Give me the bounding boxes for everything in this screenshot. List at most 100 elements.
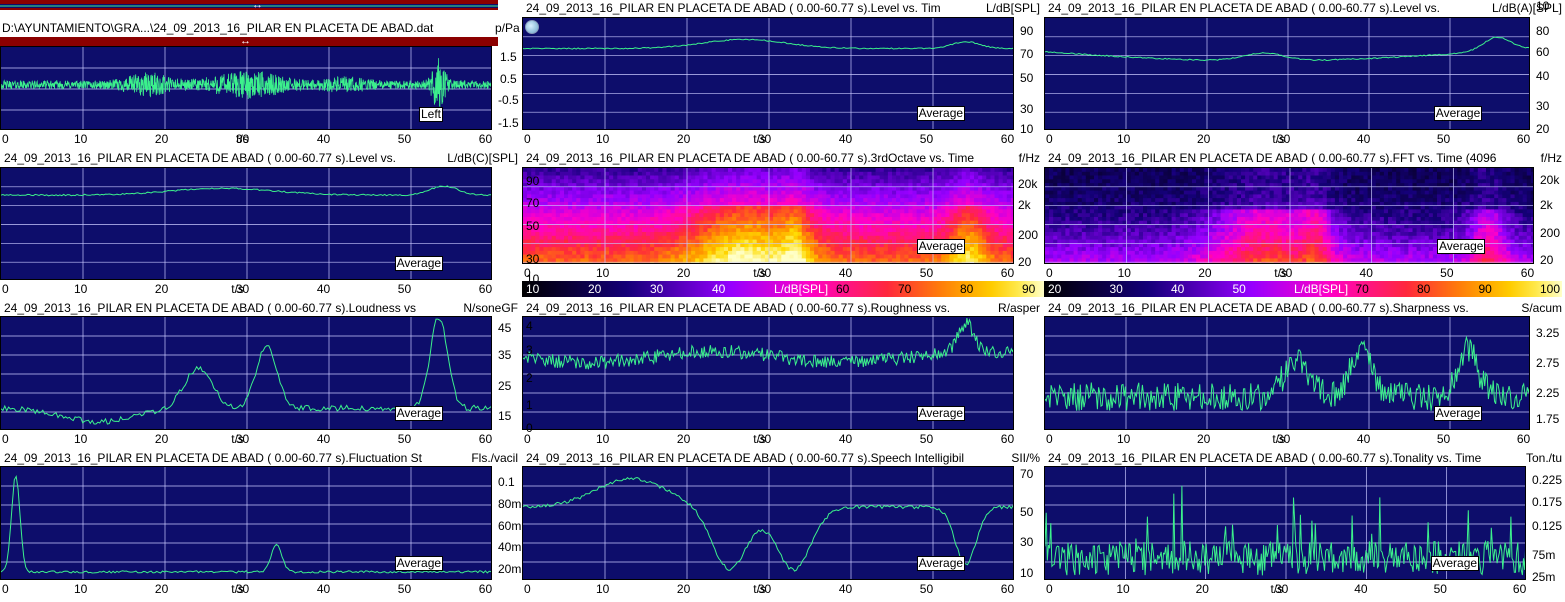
spectrogram-cell xyxy=(707,190,713,195)
spectrogram-cell xyxy=(539,239,545,244)
spectrogram-cell xyxy=(1094,228,1099,233)
spectrogram-cell xyxy=(838,220,844,226)
spectrogram-cell xyxy=(1192,205,1197,211)
spectrogram-cell xyxy=(1200,232,1205,237)
spectrogram-cell xyxy=(1010,254,1013,259)
spectrogram-cell xyxy=(953,262,959,263)
spectrogram-cell xyxy=(1126,254,1132,259)
spectrogram-cell xyxy=(682,168,688,173)
spectrogram-cell xyxy=(1053,201,1058,207)
spectrogram-cell xyxy=(851,228,856,233)
spectrogram-cell xyxy=(703,258,709,263)
spectrogram-cell xyxy=(1010,171,1013,177)
spectrogram-cell xyxy=(695,228,700,233)
waveform-trace xyxy=(1,47,491,129)
spectrogram-cell xyxy=(953,190,959,195)
spectrogram-cell xyxy=(822,258,827,263)
spectrogram-cell xyxy=(531,198,536,203)
spectrogram-cell xyxy=(1077,183,1083,188)
spectrogram-cell xyxy=(928,209,934,214)
spectrogram-cell xyxy=(793,201,799,207)
spectrogram-cell xyxy=(650,250,655,256)
spectrogram-cell xyxy=(1151,171,1156,177)
spectrogram-cell xyxy=(949,232,955,237)
spectrogram-cell xyxy=(937,198,942,203)
spectrogram-cell xyxy=(1106,220,1111,226)
spectrogram-cell xyxy=(1187,220,1193,226)
level-spl-plot[interactable]: Average xyxy=(522,17,1014,130)
file-path-display: D:\AYUNTAMIENTO\GRA...\24_09_2013_16_PIL… xyxy=(2,20,490,36)
spectrogram-cell xyxy=(953,232,959,237)
spectrogram-cell xyxy=(596,220,602,226)
average-badge[interactable]: Average xyxy=(916,106,966,121)
spectrogram-cell xyxy=(838,190,844,195)
resize-handle-icon[interactable]: ↔ xyxy=(240,35,251,47)
spectrogram-cell xyxy=(572,190,577,195)
spectrogram-cell xyxy=(969,168,975,173)
channel-left-button[interactable]: Left xyxy=(419,107,444,122)
spectrogram-cell xyxy=(584,250,590,256)
spectrogram-cell xyxy=(646,247,651,252)
spectrogram-cell xyxy=(723,247,729,252)
spectrogram-cell xyxy=(707,247,713,252)
spectrogram-cell xyxy=(687,247,692,252)
spectrogram-cell xyxy=(703,217,709,222)
spectrogram-cell xyxy=(781,175,786,180)
spectrogram-cell xyxy=(933,213,938,218)
spectrogram-cell xyxy=(637,213,643,218)
spectrogram-cell xyxy=(670,232,676,237)
spectrogram-cell xyxy=(1134,235,1140,241)
spectrogram-cell xyxy=(1126,168,1132,173)
status-indicator-icon[interactable] xyxy=(525,20,539,34)
spectrogram-cell xyxy=(978,205,983,211)
spectrogram-cell xyxy=(621,209,627,214)
third-octave-plot[interactable]: Average xyxy=(522,167,1014,264)
spectrogram-cell xyxy=(527,186,532,192)
spectrogram-cell xyxy=(974,198,979,203)
spectrogram-cell xyxy=(1049,168,1054,173)
resize-handle-icon[interactable]: ↔ xyxy=(252,0,263,11)
spectrogram-cell xyxy=(887,239,893,244)
level-a-plot[interactable]: Average xyxy=(1044,17,1530,130)
spectrogram-cell xyxy=(810,247,815,252)
spectrogram-cell xyxy=(547,205,553,211)
spectrogram-cell xyxy=(969,194,975,199)
spectrogram-cell xyxy=(646,239,651,244)
spectrogram-cell xyxy=(1098,183,1103,188)
average-badge[interactable]: Average xyxy=(916,239,966,254)
spectrogram-cell xyxy=(974,186,979,192)
spectrogram-cell xyxy=(748,235,754,241)
spectrogram-cell xyxy=(748,194,754,199)
overview-scrollbar[interactable]: ↔ xyxy=(0,0,498,11)
spectrogram-cell xyxy=(879,168,885,173)
average-badge[interactable]: Average xyxy=(394,256,444,271)
spectrogram-cell xyxy=(1175,250,1181,256)
spectrogram-cell xyxy=(658,228,663,233)
spectrogram-cell xyxy=(961,205,967,211)
spectrogram-cell xyxy=(719,205,725,211)
fft-plot[interactable]: Average xyxy=(1044,167,1534,264)
spectrogram-cell xyxy=(875,235,881,241)
spectrogram-cell xyxy=(592,209,598,214)
spectrogram-cell xyxy=(687,217,692,222)
zoom-scrollbar[interactable]: ↔ xyxy=(0,35,498,47)
spectrogram-cell xyxy=(650,262,655,263)
spectrogram-cell xyxy=(559,232,565,237)
spectrogram-cell xyxy=(1065,194,1071,199)
spectrogram-cell xyxy=(699,254,704,259)
waveform-plot[interactable]: Left xyxy=(0,46,492,130)
average-badge[interactable]: Average xyxy=(1433,106,1483,121)
spectrogram-cell xyxy=(867,183,873,188)
spectrogram-cell xyxy=(682,171,688,177)
spectrogram-cell xyxy=(937,220,942,226)
spectrogram-cell xyxy=(863,217,868,222)
spectrogram-cell xyxy=(875,262,881,263)
spectrogram-cell xyxy=(641,224,647,229)
x-tick-label: 50 xyxy=(397,282,412,296)
spectrogram-cell xyxy=(531,194,536,199)
spectrogram-cell xyxy=(887,228,893,233)
level-c-plot[interactable]: Average xyxy=(0,167,492,280)
spectrogram-cell xyxy=(986,190,991,195)
spectrogram-cell xyxy=(547,217,553,222)
spectrogram-cell xyxy=(998,258,1004,263)
